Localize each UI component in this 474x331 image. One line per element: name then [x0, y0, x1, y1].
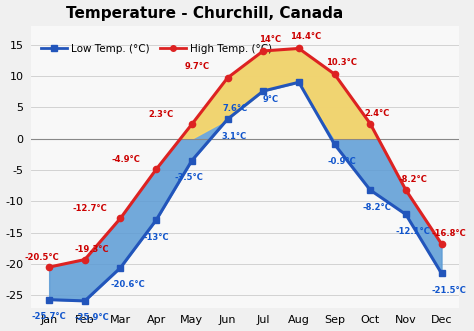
High Temp. (°C)	[332, 72, 337, 76]
Text: -20.6°C: -20.6°C	[110, 280, 145, 289]
High Temp. (°C)	[118, 216, 123, 220]
High Temp. (°C)	[225, 76, 230, 80]
Text: 3.1°C: 3.1°C	[222, 132, 247, 141]
Text: 14.4°C: 14.4°C	[290, 32, 321, 41]
Text: -25.7°C: -25.7°C	[32, 312, 66, 321]
Text: -12.7°C: -12.7°C	[73, 204, 107, 213]
Text: 2.3°C: 2.3°C	[149, 110, 174, 119]
High Temp. (°C)	[153, 167, 159, 171]
Low Temp. (°C)	[153, 218, 159, 222]
Text: -19.3°C: -19.3°C	[74, 245, 109, 254]
High Temp. (°C)	[46, 265, 52, 269]
Low Temp. (°C)	[260, 89, 266, 93]
Low Temp. (°C)	[46, 298, 52, 302]
Text: -8.2°C: -8.2°C	[363, 203, 392, 212]
Low Temp. (°C)	[225, 117, 230, 121]
Text: 9°C: 9°C	[263, 95, 279, 104]
Text: 2.4°C: 2.4°C	[365, 109, 390, 118]
High Temp. (°C)	[189, 122, 195, 126]
Line: High Temp. (°C): High Temp. (°C)	[46, 45, 445, 270]
Text: 7.6°C: 7.6°C	[223, 104, 248, 113]
High Temp. (°C)	[296, 46, 301, 50]
Legend: Low Temp. (°C), High Temp. (°C): Low Temp. (°C), High Temp. (°C)	[36, 40, 276, 58]
Text: -3.5°C: -3.5°C	[174, 173, 203, 182]
Text: 9.7°C: 9.7°C	[184, 62, 210, 71]
Text: -16.8°C: -16.8°C	[431, 229, 466, 238]
Text: -21.5°C: -21.5°C	[431, 286, 466, 295]
Low Temp. (°C)	[118, 266, 123, 270]
Low Temp. (°C)	[296, 80, 301, 84]
Text: 14°C: 14°C	[259, 35, 281, 44]
Text: -25.9°C: -25.9°C	[74, 313, 109, 322]
High Temp. (°C)	[82, 258, 88, 261]
High Temp. (°C)	[367, 121, 373, 125]
Text: -4.9°C: -4.9°C	[111, 155, 140, 164]
Text: -20.5°C: -20.5°C	[25, 253, 60, 261]
High Temp. (°C)	[260, 49, 266, 53]
Line: Low Temp. (°C): Low Temp. (°C)	[46, 79, 445, 304]
Low Temp. (°C)	[189, 159, 195, 163]
Text: -13°C: -13°C	[143, 233, 169, 242]
Low Temp. (°C)	[439, 271, 445, 275]
High Temp. (°C)	[403, 188, 409, 192]
Low Temp. (°C)	[332, 142, 337, 146]
High Temp. (°C)	[439, 242, 445, 246]
Text: 10.3°C: 10.3°C	[326, 58, 357, 67]
Low Temp. (°C)	[403, 213, 409, 216]
Low Temp. (°C)	[367, 188, 373, 192]
Low Temp. (°C)	[82, 299, 88, 303]
Text: -0.9°C: -0.9°C	[327, 157, 356, 166]
Text: -12.1°C: -12.1°C	[395, 227, 430, 236]
Text: -8.2°C: -8.2°C	[398, 175, 427, 184]
Text: Temperature - Churchill, Canada: Temperature - Churchill, Canada	[65, 6, 343, 21]
